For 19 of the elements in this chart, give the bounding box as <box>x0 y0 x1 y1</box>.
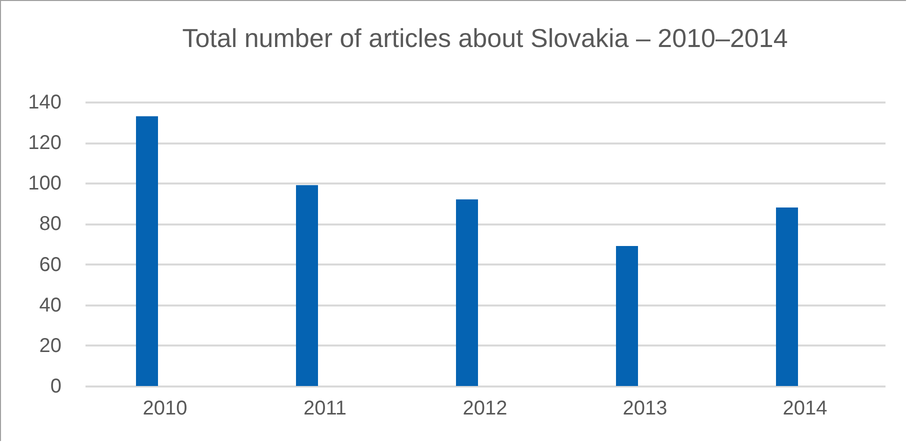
bar <box>136 116 158 386</box>
bar <box>296 185 318 386</box>
y-tick-label: 80 <box>39 213 62 236</box>
y-tick-label: 140 <box>28 92 62 114</box>
bar <box>456 199 478 386</box>
x-tick-label: 2012 <box>462 398 508 420</box>
x-tick-label: 2011 <box>303 398 347 420</box>
y-tick-label: 20 <box>39 334 62 357</box>
bar <box>616 246 638 386</box>
x-tick-label: 2014 <box>782 398 828 420</box>
y-tick-label: 60 <box>39 254 62 276</box>
chart-title: Total number of articles about Slovakia – 2010–2014 <box>182 23 788 53</box>
bar <box>776 207 798 386</box>
y-tick-label: 40 <box>39 294 62 316</box>
x-tick-label: 2010 <box>142 398 188 420</box>
y-tick-label: 0 <box>50 376 62 398</box>
y-tick-label: 100 <box>28 172 62 195</box>
y-tick-label: 120 <box>28 132 62 154</box>
x-tick-label: 2013 <box>622 398 668 420</box>
